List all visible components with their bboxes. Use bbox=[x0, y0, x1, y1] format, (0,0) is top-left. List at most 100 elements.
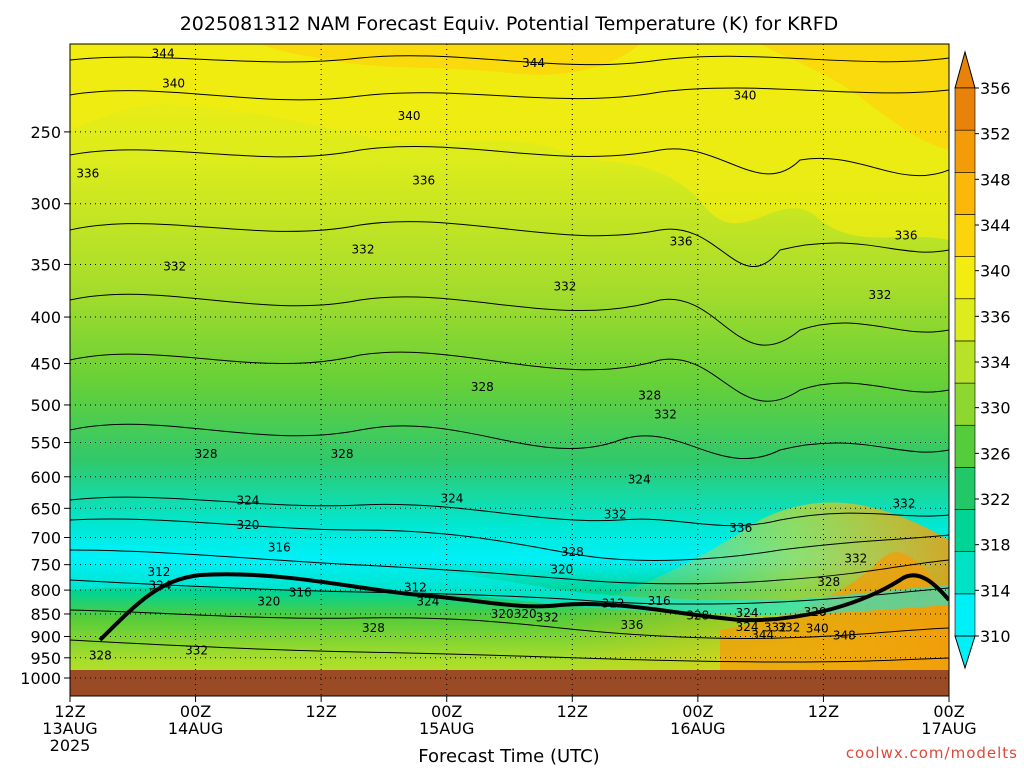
contour-label: 340 bbox=[733, 89, 756, 103]
svg-text:336: 336 bbox=[412, 174, 435, 188]
colorbar-label: 330 bbox=[980, 399, 1011, 418]
contour-label: 332 bbox=[844, 551, 867, 565]
contour-label: 328 bbox=[331, 447, 354, 461]
contour-label: 332 bbox=[654, 407, 677, 421]
y-tick-label: 850 bbox=[30, 605, 61, 624]
colorbar-swatch bbox=[954, 129, 976, 173]
colorbar: 310 314 318 322 326 330 334 336 340 344 348 352 356 bbox=[954, 50, 1011, 670]
colorbar-label: 340 bbox=[980, 262, 1011, 281]
contour-label: 312 bbox=[404, 581, 427, 595]
contour-label: 328 bbox=[195, 447, 218, 461]
y-tick-label: 600 bbox=[30, 468, 61, 487]
svg-text:336: 336 bbox=[670, 234, 693, 248]
y-tick-label: 750 bbox=[30, 556, 61, 575]
colorbar-swatch bbox=[954, 382, 976, 426]
contour-label: 332 bbox=[868, 288, 891, 302]
y-tick-label: 250 bbox=[30, 123, 61, 142]
contour-label: 332 bbox=[554, 279, 577, 293]
contour-label: 340 bbox=[398, 109, 421, 123]
svg-text:328: 328 bbox=[89, 649, 112, 663]
x-tick-label: 12Z bbox=[54, 702, 85, 721]
contour-lines bbox=[70, 55, 949, 663]
svg-text:312: 312 bbox=[602, 597, 625, 611]
colorbar-swatch bbox=[954, 340, 976, 384]
colorbar-swatch bbox=[954, 172, 976, 215]
x-tick-label: 16AUG bbox=[670, 719, 725, 738]
y-tick-label: 450 bbox=[30, 354, 61, 373]
colorbar-label: 326 bbox=[980, 444, 1011, 463]
colorbar-swatch bbox=[954, 256, 976, 300]
frontal-zone bbox=[98, 572, 949, 642]
svg-text:332: 332 bbox=[185, 644, 208, 658]
contour-label: 336 bbox=[670, 234, 693, 248]
contour-label: 328 bbox=[471, 380, 494, 394]
svg-text:344: 344 bbox=[152, 47, 175, 61]
colorbar-swatch bbox=[954, 551, 976, 595]
contour-label: 340 bbox=[806, 622, 829, 636]
svg-text:332: 332 bbox=[868, 288, 891, 302]
contour-label: 336 bbox=[412, 174, 435, 188]
y-tick-label: 950 bbox=[30, 649, 61, 668]
svg-text:324: 324 bbox=[736, 620, 759, 634]
y-tick-label: 700 bbox=[30, 528, 61, 547]
contour-label: 320 bbox=[257, 595, 280, 609]
y-tick-label: 900 bbox=[30, 627, 61, 646]
y-tick-label: 400 bbox=[30, 308, 61, 327]
x-tick-label: 17AUG bbox=[921, 719, 976, 738]
contour-label: 320 bbox=[550, 562, 573, 576]
colorbar-label: 352 bbox=[980, 125, 1011, 144]
svg-text:328: 328 bbox=[638, 388, 661, 402]
colorbar-label: 348 bbox=[980, 170, 1011, 189]
low-level-moist-band bbox=[70, 540, 949, 615]
contour-label: 336 bbox=[76, 167, 99, 181]
svg-text:312: 312 bbox=[147, 565, 170, 579]
contour-label: 328 bbox=[362, 621, 385, 635]
svg-text:324: 324 bbox=[416, 594, 439, 608]
svg-text:320: 320 bbox=[236, 518, 259, 532]
contour-label: 316 bbox=[289, 586, 312, 600]
y-tick-label: 350 bbox=[30, 255, 61, 274]
chart-title: 2025081312 NAM Forecast Equiv. Potential… bbox=[180, 13, 839, 35]
svg-text:344: 344 bbox=[522, 56, 545, 70]
contour-label: 332 bbox=[163, 260, 186, 274]
x-tick-label: 00Z bbox=[933, 702, 964, 721]
ground-underground bbox=[70, 670, 949, 696]
contour-label: 324 bbox=[236, 493, 259, 507]
contour-label: 320 bbox=[514, 607, 537, 621]
svg-text:336: 336 bbox=[620, 618, 643, 632]
x-tick-label: 00Z bbox=[180, 702, 211, 721]
svg-text:328: 328 bbox=[195, 447, 218, 461]
contour-label: 340 bbox=[162, 76, 185, 90]
svg-text:324: 324 bbox=[149, 579, 172, 593]
svg-text:340: 340 bbox=[806, 622, 829, 636]
y-tick-label: 500 bbox=[30, 396, 61, 415]
x-tick-label: 00Z bbox=[431, 702, 462, 721]
contour-label: 324 bbox=[628, 472, 651, 486]
svg-text:332: 332 bbox=[844, 551, 867, 565]
contour-label: 336 bbox=[895, 228, 918, 242]
contour-label: 344 bbox=[522, 56, 545, 70]
svg-text:320: 320 bbox=[491, 607, 514, 621]
svg-text:332: 332 bbox=[777, 621, 800, 635]
contour-label: 324 bbox=[149, 579, 172, 593]
svg-text:332: 332 bbox=[163, 260, 186, 274]
colorbar-label: 318 bbox=[980, 536, 1011, 555]
svg-text:348: 348 bbox=[833, 629, 856, 643]
contour-label: 332 bbox=[764, 621, 787, 635]
colorbar-top-arrow bbox=[954, 50, 976, 89]
colorbar-swatch bbox=[954, 593, 976, 637]
x-tick-label: 12Z bbox=[557, 702, 588, 721]
x-tick-label: 2025 bbox=[50, 736, 91, 755]
contour-label: 336 bbox=[620, 618, 643, 632]
contour-label: 328 bbox=[817, 575, 840, 589]
contour-label: 332 bbox=[604, 507, 627, 521]
svg-text:316: 316 bbox=[289, 586, 312, 600]
svg-text:340: 340 bbox=[162, 76, 185, 90]
colorbar-label: 336 bbox=[980, 307, 1011, 326]
colorbar-swatch bbox=[954, 467, 976, 510]
contour-label: 332 bbox=[536, 611, 559, 625]
x-tick-label: 12Z bbox=[305, 702, 336, 721]
y-tick-label: 800 bbox=[30, 581, 61, 600]
upper-warm-region bbox=[70, 44, 949, 240]
